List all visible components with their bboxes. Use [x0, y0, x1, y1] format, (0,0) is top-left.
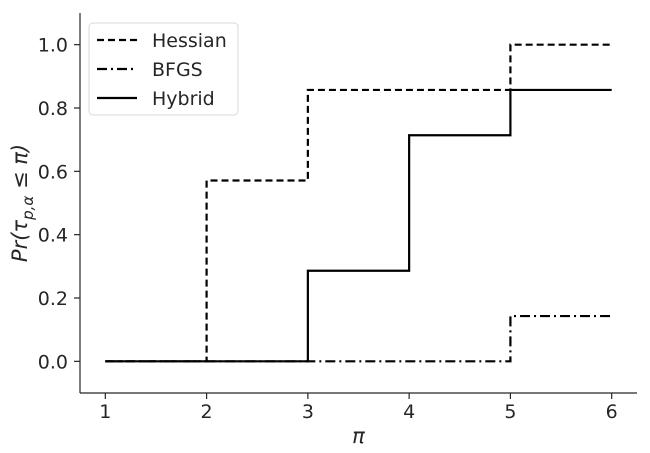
y-tick-label: 0.2	[38, 288, 68, 310]
y-tick-label: 0.4	[38, 225, 68, 247]
y-tick-label: 0.8	[38, 98, 68, 120]
y-tick-label: 0.0	[38, 351, 68, 373]
plot-area	[105, 43, 612, 363]
x-axis-label: π	[352, 424, 365, 448]
legend-label-hessian: Hessian	[152, 30, 227, 52]
y-tick-label: 1.0	[38, 35, 68, 57]
x-tick-label: 5	[504, 401, 516, 423]
x-tick-label: 3	[302, 401, 314, 423]
y-axis-label: Pr(τp,α ≤ π)	[8, 144, 37, 262]
axes: 1 2 3 4 5 6 0.0 0.2 0.4 0.6 0.8 1.0 π Pr(τp,α ≤ π)	[8, 13, 637, 448]
series-hybrid-line	[105, 88, 612, 363]
legend-box	[88, 22, 239, 116]
x-tick-label: 2	[201, 401, 213, 423]
x-tick-label: 1	[99, 401, 111, 423]
legend: Hessian BFGS Hybrid	[88, 22, 239, 116]
legend-label-hybrid: Hybrid	[152, 88, 215, 110]
legend-label-bfgs: BFGS	[152, 59, 203, 81]
series-bfgs-line	[105, 314, 612, 363]
y-tick-label: 0.6	[38, 161, 68, 183]
x-tick-label: 6	[606, 401, 618, 423]
x-tick-label: 4	[403, 401, 415, 423]
series-hessian-line	[105, 43, 612, 363]
